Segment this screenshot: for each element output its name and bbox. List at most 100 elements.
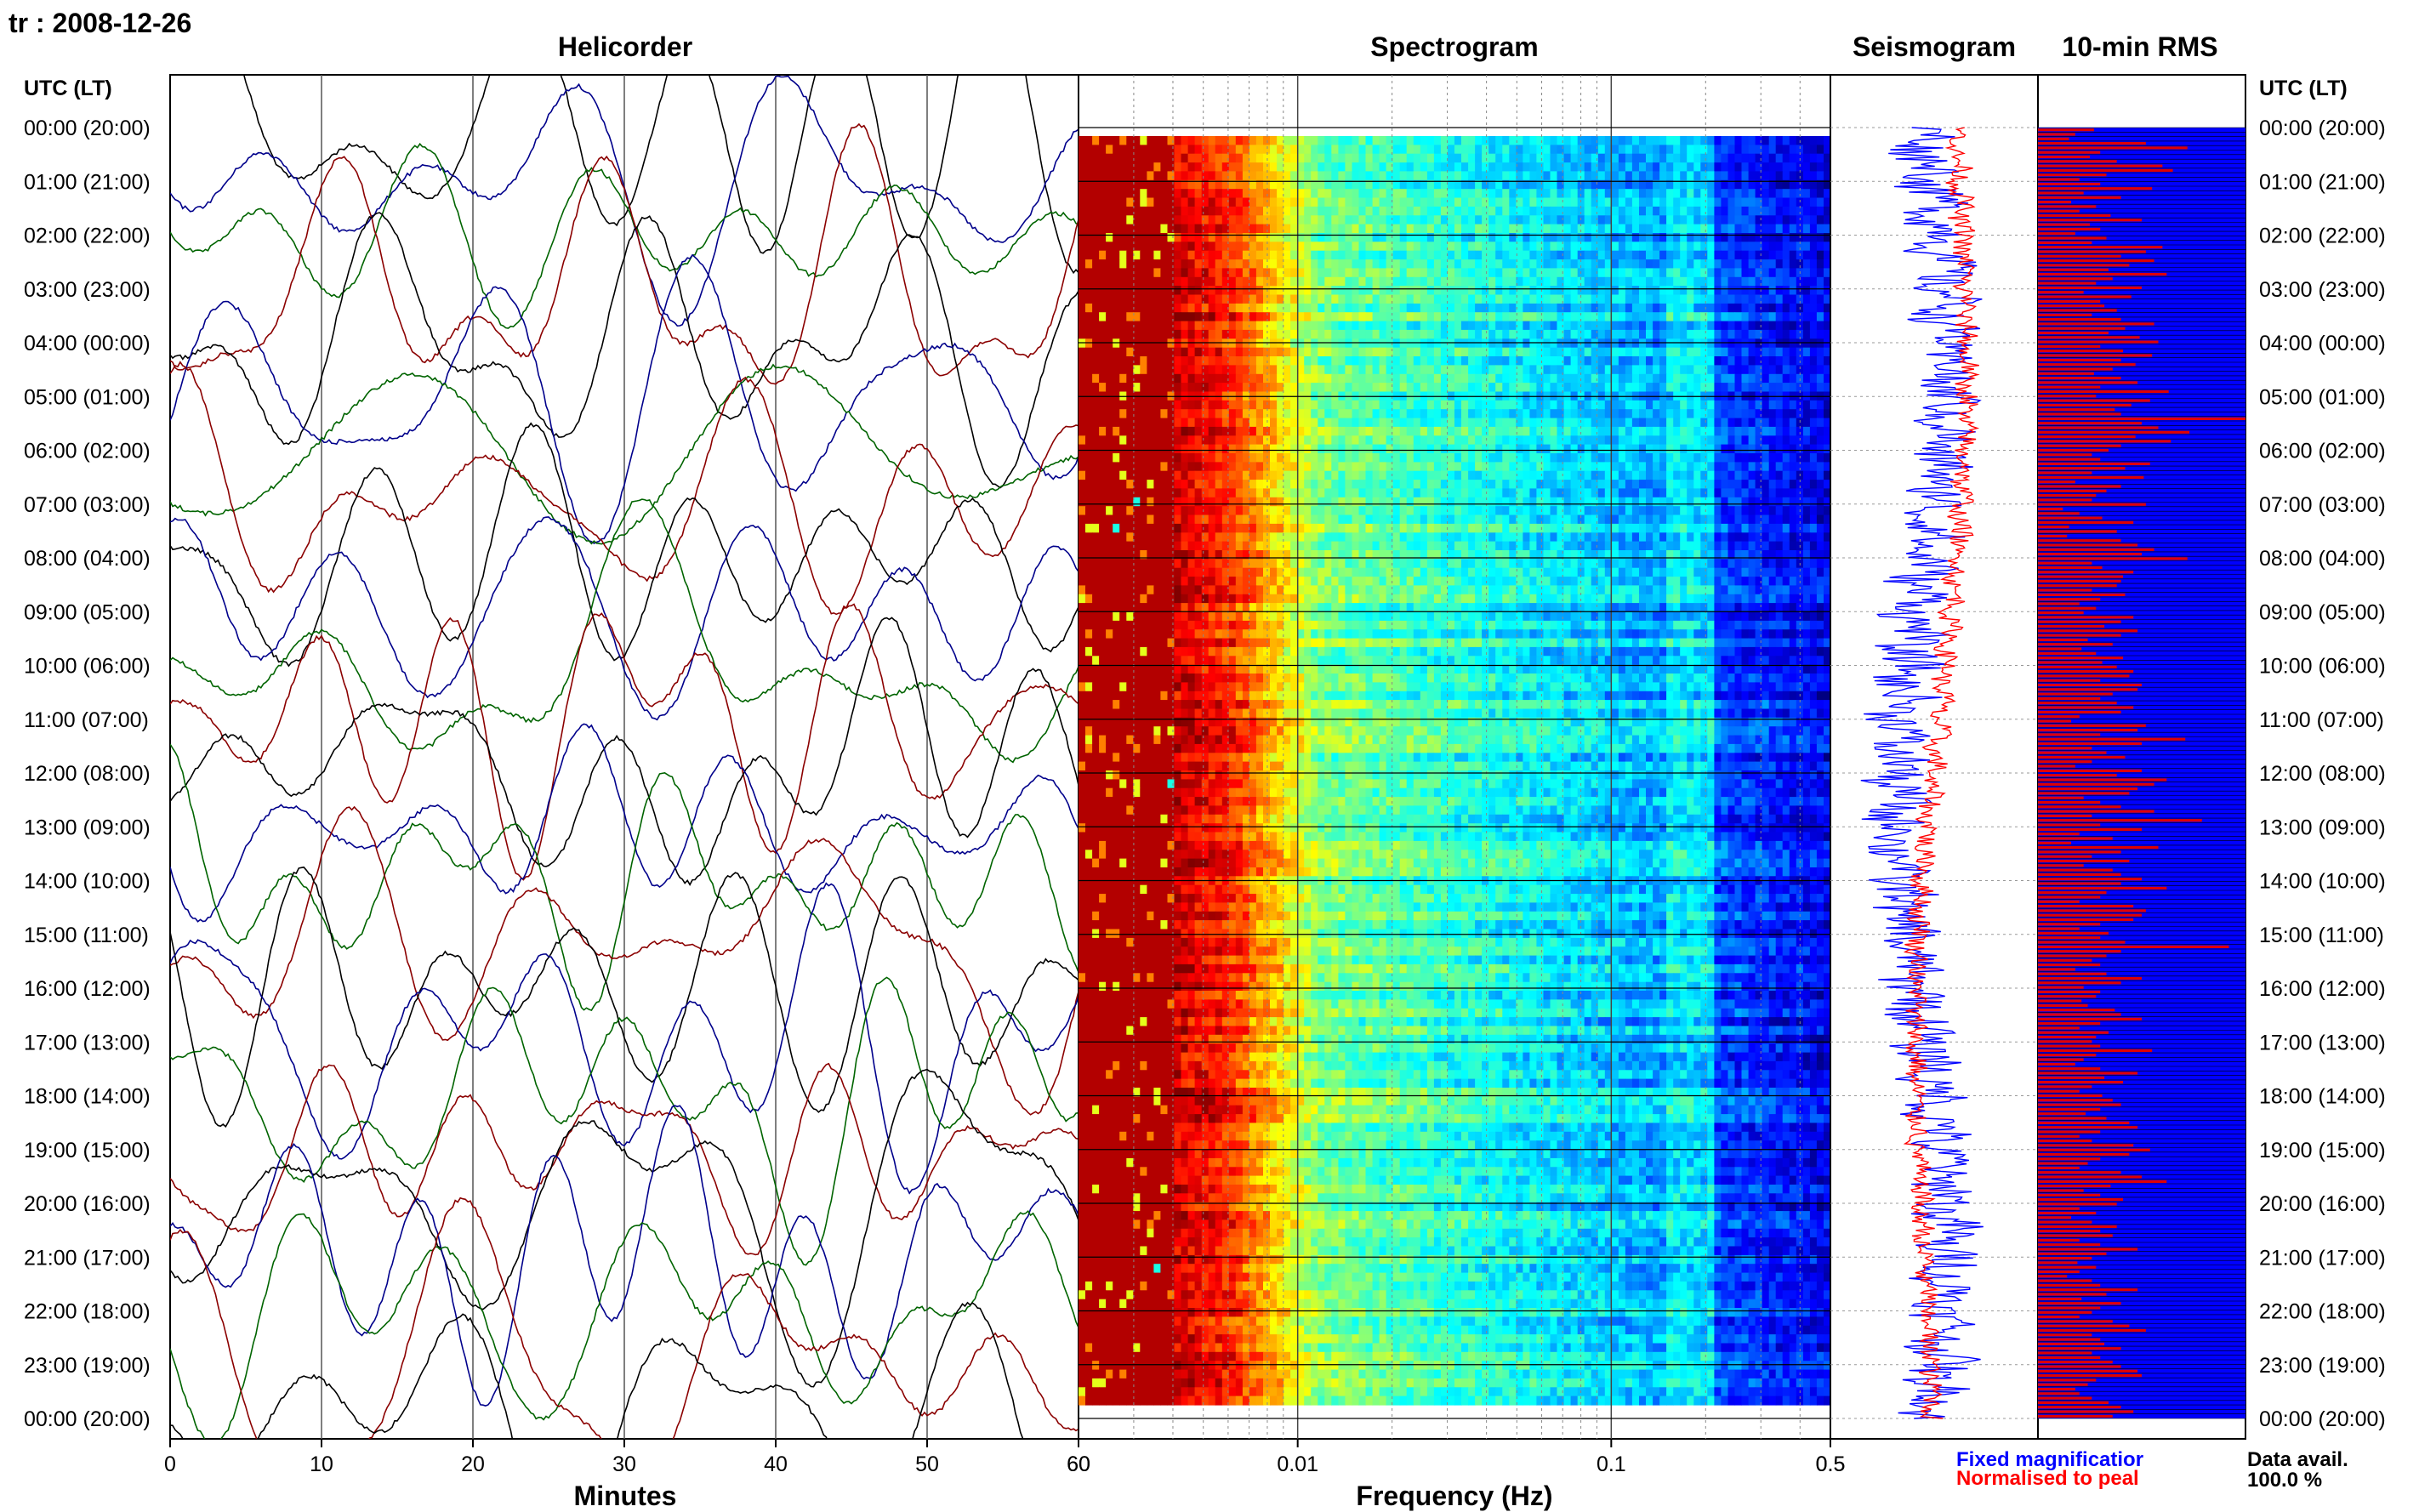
spectrogram-cell: [1488, 383, 1496, 393]
spectrogram-cell: [1611, 197, 1619, 207]
spectrogram-cell: [1693, 268, 1701, 278]
spectrogram-cell: [1755, 321, 1763, 331]
spectrogram-cell: [1646, 480, 1653, 490]
spectrogram-cell: [1796, 224, 1804, 234]
spectrogram-cell: [1160, 470, 1168, 480]
spectrogram-cell: [1099, 497, 1107, 507]
spectrogram-cell: [1270, 383, 1278, 393]
spectrogram-cell: [1085, 409, 1093, 419]
spectrogram-cell: [1482, 321, 1489, 331]
spectrogram-cell: [1782, 435, 1790, 446]
spectrogram-cell: [1392, 286, 1401, 296]
spectrogram-cell: [1420, 514, 1428, 525]
spectrogram-cell: [1584, 488, 1592, 498]
spectrogram-cell: [1461, 189, 1469, 199]
spectrogram-cell: [1782, 400, 1790, 410]
spectrogram-cell: [1468, 233, 1476, 242]
spectrogram-cell: [1092, 303, 1100, 313]
spectrogram-cell: [1318, 329, 1325, 339]
spectrogram-cell: [1680, 162, 1688, 173]
spectrogram-cell: [1235, 189, 1244, 199]
spectrogram-cell: [1802, 444, 1811, 454]
spectrogram-cell: [1762, 418, 1770, 428]
spectrogram-cell: [1290, 206, 1298, 216]
spectrogram-cell: [1461, 224, 1469, 234]
spectrogram-cell: [1570, 215, 1579, 225]
spectrogram-cell: [1413, 383, 1421, 393]
spectrogram-cell: [1270, 444, 1278, 454]
spectrogram-cell: [1167, 162, 1175, 173]
spectrogram-cell: [1318, 488, 1325, 498]
spectrogram-cell: [1516, 233, 1523, 242]
spectrogram-cell: [1099, 444, 1107, 454]
spectrogram-cell: [1631, 435, 1640, 446]
spectrogram-cell: [1495, 418, 1503, 428]
spectrogram-cell: [1201, 215, 1210, 225]
spectrogram-cell: [1433, 321, 1442, 331]
helicorder-trace: [170, 1209, 1079, 1439]
spectrogram-cell: [1140, 197, 1147, 207]
spectrogram-cell: [1550, 444, 1558, 454]
spectrogram-cell: [1413, 197, 1421, 207]
spectrogram-cell: [1680, 268, 1688, 278]
spectrogram-cell: [1365, 206, 1374, 216]
spectrogram-cell: [1529, 250, 1537, 260]
spectrogram-cell: [1242, 338, 1250, 349]
spectrogram-cell: [1085, 365, 1093, 375]
spectrogram-cell: [1140, 250, 1147, 260]
spectrogram-cell: [1468, 162, 1476, 173]
spectrogram-cell: [1782, 294, 1790, 304]
spectrogram-cell: [1625, 145, 1633, 155]
spectrogram-cell: [1584, 444, 1592, 454]
spectrogram-cell: [1516, 418, 1523, 428]
spectrogram-cell: [1201, 153, 1210, 163]
spectrogram-cell: [1488, 312, 1496, 322]
spectrogram-cell: [1399, 206, 1408, 216]
spectrogram-cell: [1167, 145, 1175, 155]
spectrogram-cell: [1126, 294, 1134, 304]
spectrogram-cell: [1631, 383, 1640, 393]
spectrogram-cell: [1338, 179, 1346, 190]
spectrogram-cell: [1461, 136, 1469, 145]
spectrogram-cell: [1673, 242, 1681, 252]
spectrogram-cell: [1563, 162, 1572, 173]
helicorder-trace: [170, 603, 1079, 881]
spectrogram-cell: [1263, 259, 1271, 270]
spectrogram-cell: [1433, 242, 1442, 252]
spectrogram-cell: [1789, 506, 1797, 516]
spectrogram-cell: [1543, 444, 1551, 454]
spectrogram-cell: [1147, 338, 1154, 349]
spectrogram-cell: [1106, 242, 1113, 252]
spectrogram-cell: [1563, 171, 1572, 181]
spectrogram-cell: [1085, 418, 1093, 428]
spectrogram-cell: [1194, 153, 1203, 163]
spectrogram-cell: [1563, 329, 1572, 339]
spectrogram-cell: [1604, 497, 1613, 507]
spectrogram-cell: [1358, 418, 1367, 428]
spectrogram-cell: [1563, 506, 1572, 516]
spectrogram-cell: [1631, 268, 1640, 278]
spectrogram-cell: [1426, 347, 1435, 357]
spectrogram-cell: [1426, 329, 1435, 339]
spectrogram-cell: [1775, 400, 1784, 410]
spectrogram-cell: [1611, 470, 1619, 480]
spectrogram-cell: [1426, 276, 1435, 287]
spectrogram-cell: [1249, 179, 1257, 190]
spectrogram-cell: [1426, 286, 1435, 296]
spectrogram-cell: [1631, 462, 1640, 472]
spectrogram-cell: [1372, 179, 1380, 190]
spectrogram-cell: [1454, 268, 1462, 278]
spectrogram-cell: [1680, 356, 1688, 366]
spectrogram-cell: [1461, 514, 1469, 525]
spectrogram-cell: [1482, 303, 1489, 313]
spectrogram-cell: [1762, 373, 1770, 384]
spectrogram-cell: [1755, 453, 1763, 463]
spectrogram-cell: [1741, 444, 1750, 454]
spectrogram-cell: [1570, 189, 1579, 199]
spectrogram-cell: [1721, 497, 1728, 507]
spectrogram-cell: [1509, 506, 1517, 516]
spectrogram-cell: [1304, 480, 1312, 490]
helicorder-trace: [170, 361, 1079, 616]
spectrogram-cell: [1392, 268, 1401, 278]
spectrogram-cell: [1426, 171, 1435, 181]
